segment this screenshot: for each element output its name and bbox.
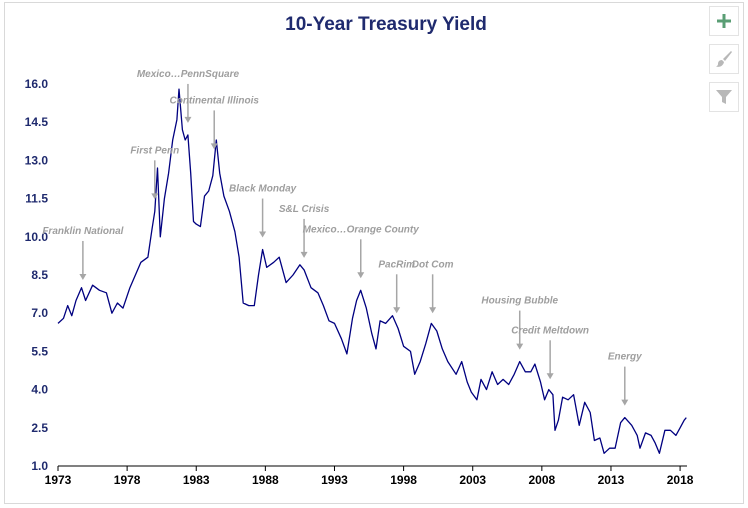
y-tick-label: 5.5 xyxy=(31,344,48,358)
annotation-label: Housing Bubble xyxy=(481,296,558,307)
x-tick-label: 2003 xyxy=(459,473,486,487)
y-tick-label: 2.5 xyxy=(31,421,48,435)
annotation: Credit Meltdown xyxy=(511,325,589,380)
annotation: Mexico…PennSquare xyxy=(137,69,240,123)
annotations: Franklin National First Penn Mexico…PennSq… xyxy=(42,69,642,406)
annotation-arrowhead xyxy=(393,307,401,314)
annotation: Franklin National xyxy=(42,226,124,280)
y-tick-label: 14.5 xyxy=(25,115,49,129)
annotation-label: First Penn xyxy=(130,145,179,156)
annotation-label: Credit Meltdown xyxy=(511,325,589,336)
funnel-icon xyxy=(715,88,733,106)
annotation-arrowhead xyxy=(429,307,437,314)
x-tick-label: 1978 xyxy=(114,473,141,487)
axes: 16.014.513.011.510.08.57.05.54.02.51.019… xyxy=(25,77,694,487)
annotation-label: Mexico…Orange County xyxy=(303,224,420,235)
annotation: Housing Bubble xyxy=(481,296,558,350)
annotation: First Penn xyxy=(130,145,179,200)
y-tick-label: 1.0 xyxy=(31,459,48,473)
annotation-arrowhead xyxy=(79,273,87,280)
annotation-label: Continental Illinois xyxy=(169,95,259,106)
x-tick-label: 2008 xyxy=(528,473,555,487)
x-tick-label: 1983 xyxy=(183,473,210,487)
annotation: S&L Crisis xyxy=(279,204,330,258)
annotation-label: Energy xyxy=(608,352,642,363)
add-chart-element-button[interactable] xyxy=(709,6,739,36)
series-line xyxy=(57,88,687,454)
chart-styles-button[interactable] xyxy=(709,44,739,74)
chart-frame xyxy=(4,2,744,504)
annotation-arrowhead xyxy=(259,231,267,238)
x-tick-label: 1998 xyxy=(390,473,417,487)
y-tick-label: 7.0 xyxy=(31,306,48,320)
y-tick-label: 8.5 xyxy=(31,268,48,282)
annotation: Dot Com xyxy=(412,259,454,314)
chart-filters-button[interactable] xyxy=(709,82,739,112)
annotation: Black Monday xyxy=(229,184,297,238)
y-tick-label: 13.0 xyxy=(25,153,49,167)
y-tick-label: 16.0 xyxy=(25,77,49,91)
annotation-label: Mexico…PennSquare xyxy=(137,69,240,80)
annotation-arrowhead xyxy=(151,193,159,200)
annotation: Continental Illinois xyxy=(169,95,259,150)
brush-icon xyxy=(715,50,733,68)
x-tick-label: 1988 xyxy=(252,473,279,487)
annotation: Mexico…Orange County xyxy=(303,224,420,279)
x-tick-label: 2013 xyxy=(598,473,625,487)
annotation-label: Dot Com xyxy=(412,259,454,270)
annotation-arrowhead xyxy=(357,272,365,279)
y-tick-label: 4.0 xyxy=(31,383,48,397)
x-tick-label: 1993 xyxy=(321,473,348,487)
annotation-arrowhead xyxy=(184,116,192,123)
annotation-arrowhead xyxy=(300,251,308,258)
annotation-arrowhead xyxy=(210,143,218,150)
annotation: PacRim xyxy=(378,259,415,314)
chart-title: 10-Year Treasury Yield xyxy=(285,14,487,35)
y-tick-label: 10.0 xyxy=(25,230,49,244)
x-tick-label: 1973 xyxy=(45,473,72,487)
plot-area xyxy=(57,88,687,454)
annotation-label: Black Monday xyxy=(229,184,297,195)
annotation-label: PacRim xyxy=(378,259,415,270)
annotation-arrowhead xyxy=(621,399,629,406)
annotation-arrowhead xyxy=(516,343,524,350)
annotation-label: Franklin National xyxy=(42,226,123,237)
annotation-arrowhead xyxy=(546,373,554,380)
y-tick-label: 11.5 xyxy=(25,192,48,206)
annotation: Energy xyxy=(608,352,642,406)
x-tick-label: 2018 xyxy=(667,473,694,487)
annotation-label: S&L Crisis xyxy=(279,204,330,215)
plus-icon xyxy=(716,13,732,29)
